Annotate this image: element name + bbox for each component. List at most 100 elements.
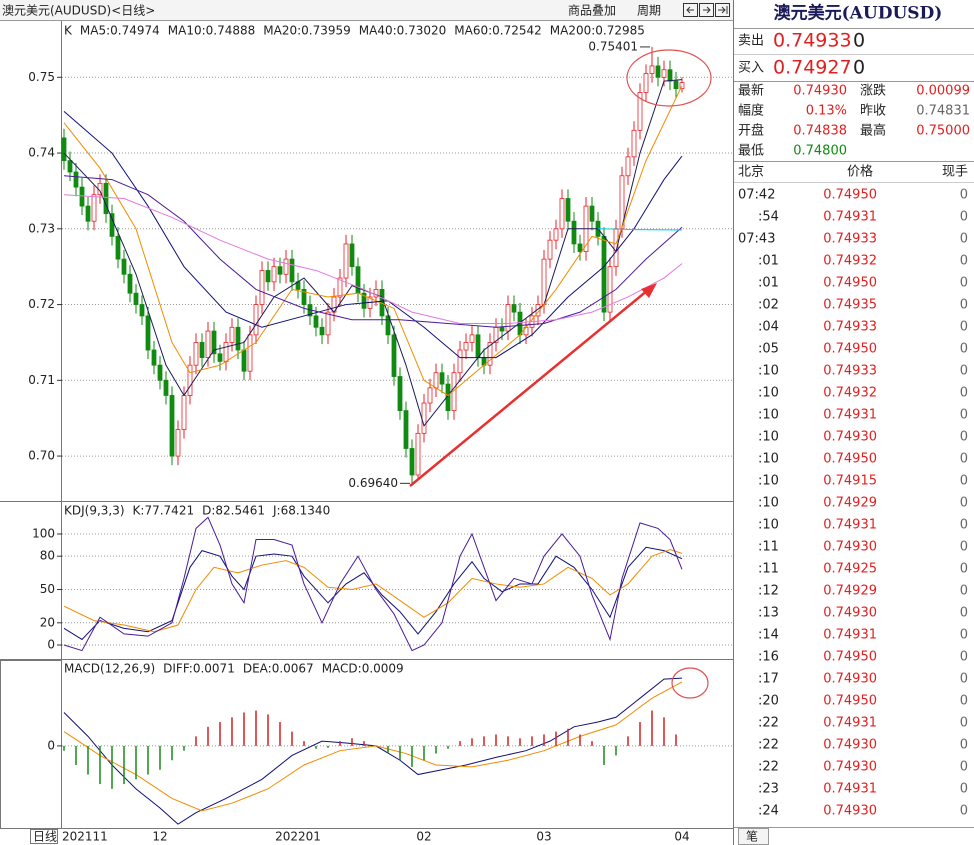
sell-volume: 0 xyxy=(853,30,865,52)
trade-volume: 0 xyxy=(960,210,968,225)
macd-bar xyxy=(291,731,293,746)
macd-bar xyxy=(471,738,473,746)
highlight-circle xyxy=(626,49,712,107)
sell-price: 0.74933 xyxy=(773,30,852,52)
trade-time: :10 xyxy=(758,496,779,511)
y-tick-label: 0.70 xyxy=(28,449,55,463)
trade-price: 0.74932 xyxy=(823,386,877,401)
macd-bar xyxy=(219,722,221,746)
trade-volume: 0 xyxy=(960,408,968,423)
macd-bar xyxy=(627,736,629,746)
macd-bar xyxy=(147,745,149,775)
legend-entry: MA200:0.72985 xyxy=(550,24,645,38)
candle-body xyxy=(229,326,235,343)
legend-entry: K xyxy=(64,24,73,38)
candle-body xyxy=(187,364,193,396)
candle-body xyxy=(421,402,427,434)
indicator-line xyxy=(63,548,683,633)
quote-panel: 澳元美元(AUDUSD) 卖出 0.74933 0 买入 0.74927 0 最… xyxy=(734,3,974,845)
trade-volume: 0 xyxy=(960,320,968,335)
sell-label: 卖出 xyxy=(738,34,764,49)
trade-volume: 0 xyxy=(960,430,968,445)
nav-right[interactable] xyxy=(699,3,714,17)
candle-body xyxy=(157,364,163,381)
indicator-line xyxy=(63,194,683,324)
candle-body xyxy=(217,353,223,362)
candle-body xyxy=(487,342,493,366)
candle-body xyxy=(361,292,367,309)
trade-volume: 0 xyxy=(960,672,968,687)
legend-entry: MA10:0.74888 xyxy=(168,24,256,38)
macd-bar xyxy=(183,745,185,751)
trade-volume: 0 xyxy=(960,738,968,753)
nav-left[interactable] xyxy=(683,3,698,17)
candle-body xyxy=(409,448,415,476)
stat-label: 幅度 xyxy=(738,103,764,119)
candle-body xyxy=(277,266,283,275)
candle-body xyxy=(439,372,445,385)
macd-bar xyxy=(171,745,173,761)
candle-body xyxy=(355,266,361,294)
candle-body xyxy=(283,258,289,275)
candle-body xyxy=(271,266,277,283)
candle-body xyxy=(151,349,157,366)
nav-icons[interactable] xyxy=(683,3,730,17)
trade-price: 0.74933 xyxy=(823,364,877,379)
overlay-button[interactable]: 商品叠加 xyxy=(568,3,616,18)
legend-entry: MACD:0.0009 xyxy=(322,662,404,676)
macd-bar xyxy=(543,734,545,746)
macd-bar xyxy=(591,741,593,746)
candle-body xyxy=(667,69,673,82)
legend-entry: MA60:0.72542 xyxy=(454,24,542,38)
trade-volume: 0 xyxy=(960,342,968,357)
y-tick-label: 0.73 xyxy=(28,221,55,235)
candle-body xyxy=(631,129,637,158)
y-tick-label: 0 xyxy=(47,638,55,652)
trade-time: :14 xyxy=(758,628,779,643)
trade-price: 0.74950 xyxy=(823,188,877,203)
candle-body xyxy=(235,326,241,351)
candle-body xyxy=(607,266,613,313)
candle-body xyxy=(511,304,517,313)
candle-body xyxy=(457,349,463,374)
candle-body xyxy=(601,235,607,313)
trade-volume: 0 xyxy=(960,606,968,621)
y-tick-label: 0.75 xyxy=(28,70,55,84)
trade-volume: 0 xyxy=(960,760,968,775)
indicator-line xyxy=(63,111,683,359)
trade-time: :13 xyxy=(758,606,779,621)
candle-body xyxy=(643,73,649,93)
period-button[interactable]: 周期 xyxy=(637,4,661,18)
ticks-tab[interactable]: 笔 xyxy=(746,829,758,844)
candle-body xyxy=(373,289,379,298)
trade-price: 0.74932 xyxy=(823,254,877,269)
candle-body xyxy=(301,289,307,305)
trade-volume: 0 xyxy=(960,782,968,797)
candle-body xyxy=(127,273,133,294)
candle-body xyxy=(67,160,73,173)
trade-time: 07:42 xyxy=(738,188,775,203)
candle-body xyxy=(121,258,127,275)
macd-bar xyxy=(315,745,317,749)
candle-body xyxy=(247,334,253,372)
trade-time: :22 xyxy=(758,738,779,753)
candle-body xyxy=(505,304,511,332)
candle-body xyxy=(79,186,85,207)
trades-column: 价格 xyxy=(847,164,873,180)
trade-time: :23 xyxy=(758,782,779,797)
candle-body xyxy=(319,326,325,336)
macd-bar xyxy=(435,745,437,754)
indicator-line xyxy=(63,85,683,397)
trade-time: :01 xyxy=(758,276,779,291)
trade-price: 0.74935 xyxy=(823,298,877,313)
indicator-line xyxy=(63,79,683,427)
macd-bar xyxy=(387,745,389,754)
nav-end[interactable] xyxy=(715,3,730,17)
top-bar xyxy=(0,0,733,20)
macd-bar xyxy=(399,745,401,761)
macd-bar xyxy=(279,722,281,746)
candle-body xyxy=(391,334,397,377)
trade-price: 0.74930 xyxy=(823,606,877,621)
trade-volume: 0 xyxy=(960,364,968,379)
